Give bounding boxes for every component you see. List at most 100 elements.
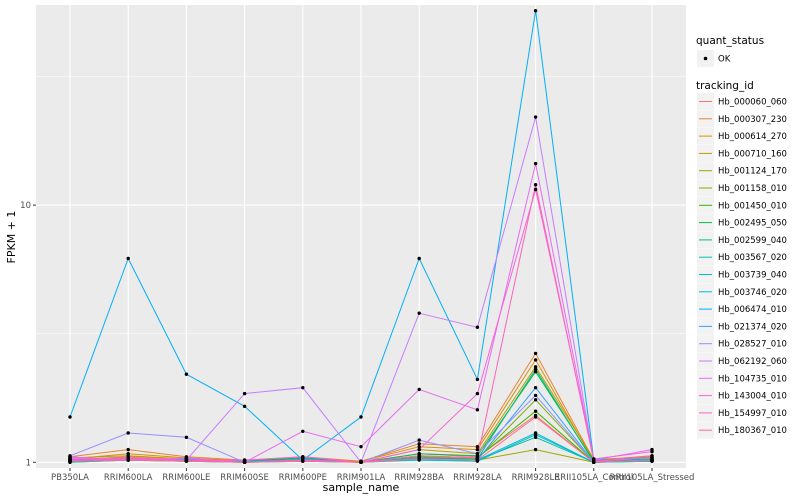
data-point	[475, 444, 480, 449]
data-point	[126, 431, 130, 435]
data-point	[533, 447, 538, 452]
data-point	[417, 256, 421, 261]
legend-tracking-id-label: Hb_154997_010	[718, 409, 787, 419]
legend-quant-status-label: OK	[718, 55, 731, 65]
data-point	[417, 387, 421, 392]
data-point	[533, 393, 538, 398]
data-point	[359, 444, 363, 449]
data-point	[68, 415, 72, 419]
legend-tracking-id-label: Hb_003746_020	[718, 288, 787, 298]
data-point	[417, 447, 421, 452]
data-point	[184, 459, 189, 463]
data-point	[301, 455, 305, 459]
data-point	[359, 415, 363, 419]
y-axis-title: FPKM + 1	[5, 211, 18, 264]
legend-tracking-id-label: Hb_002495_050	[718, 219, 787, 229]
x-tick-label: RRIM600PE	[279, 473, 327, 483]
data-point	[650, 454, 654, 458]
legend-tracking-id-label: Hb_143004_010	[718, 392, 787, 402]
data-point	[184, 372, 189, 376]
data-point	[301, 429, 305, 433]
data-point	[417, 457, 421, 461]
legend-tracking-id-label: Hb_002599_040	[718, 236, 787, 246]
data-point	[533, 161, 538, 166]
data-point	[301, 459, 305, 463]
y-axis: 1 10	[20, 201, 36, 468]
y-tick-label: 1	[26, 458, 31, 468]
data-point	[242, 391, 247, 396]
data-point	[126, 447, 130, 452]
data-point	[242, 460, 247, 464]
x-tick-label: RRIM600LA	[104, 473, 153, 483]
legend-tracking-id-label: Hb_104735_010	[718, 374, 787, 384]
data-point	[475, 408, 480, 412]
y-tick-label: 10	[20, 201, 31, 211]
data-point	[475, 377, 480, 382]
data-point	[475, 451, 480, 456]
series-points	[68, 9, 654, 464]
data-point	[126, 256, 130, 261]
data-point	[533, 358, 538, 362]
data-point	[359, 460, 363, 464]
x-tick-label: RRIM600LE	[162, 473, 210, 483]
data-point	[533, 431, 538, 435]
data-point	[417, 444, 421, 449]
data-point	[533, 365, 538, 369]
data-point	[475, 447, 480, 452]
data-point	[533, 435, 538, 440]
data-point	[533, 115, 538, 119]
legend-tracking-id-label: Hb_001158_010	[718, 184, 787, 194]
data-point	[301, 385, 305, 390]
legend-tracking-id-label: Hb_006474_010	[718, 305, 787, 315]
legend-tracking-id-label: Hb_001450_010	[718, 201, 787, 211]
legend-tracking-id-label: Hb_001124_170	[718, 167, 787, 177]
legend-tracking-id-label: Hb_000060_060	[718, 98, 787, 108]
data-point	[533, 398, 538, 402]
data-point	[533, 187, 538, 192]
data-point	[533, 9, 538, 13]
x-axis-title: sample_name	[323, 481, 400, 494]
data-point	[592, 460, 596, 464]
x-tick-label: RRIM928LA	[453, 473, 502, 483]
x-tick-label: RRIM600SE	[220, 473, 269, 483]
legend-tracking-id-label: Hb_180367_010	[718, 426, 787, 436]
legend-tracking-id-label: Hb_003567_020	[718, 253, 787, 263]
legend-tracking-id-label: Hb_062192_060	[718, 357, 787, 367]
x-tick-label: RRIM928LE	[512, 473, 560, 483]
data-point	[475, 391, 480, 396]
data-point	[417, 442, 421, 446]
legend-tracking-id-label: Hb_021374_020	[718, 322, 787, 332]
legend-quant-status-title: quant_status	[696, 35, 764, 47]
data-point	[184, 435, 189, 440]
x-axis: PB350LA RRIM600LA RRIM600LE RRIM600SE RRIM60…	[51, 468, 694, 483]
data-point	[475, 458, 480, 462]
data-point	[417, 311, 421, 315]
data-point	[533, 370, 538, 374]
legend-tracking-id-label: Hb_028527_010	[718, 340, 787, 350]
data-point	[417, 438, 421, 442]
legend-tracking-id-label: Hb_000710_160	[718, 149, 787, 159]
x-tick-label: RRIM901LA	[337, 473, 386, 483]
data-point	[650, 458, 654, 462]
legend-quant-status: quant_status OK	[696, 35, 764, 67]
data-point	[417, 454, 421, 458]
legend-key-point	[703, 56, 708, 61]
data-point	[533, 183, 538, 187]
data-point	[533, 367, 538, 371]
x-tick-label: PB350LA	[51, 473, 89, 483]
legend-tracking-id: tracking_id Hb_000060_060 Hb_000307_230 Hb…	[696, 80, 787, 439]
data-point	[650, 449, 654, 454]
x-tick-label: RRII105LA_Control	[554, 473, 633, 483]
data-point	[126, 458, 130, 462]
data-point	[475, 325, 480, 329]
x-tick-label: RRII105LA_Stressed	[610, 473, 695, 483]
data-point	[533, 415, 538, 419]
data-point	[533, 385, 538, 390]
x-tick-label: RRIM928BA	[394, 473, 444, 483]
data-point	[533, 351, 538, 356]
legend-tracking-id-label: Hb_003739_040	[718, 271, 787, 281]
legend-tracking-id-title: tracking_id	[696, 80, 754, 92]
legend-tracking-id-label: Hb_000614_270	[718, 132, 787, 142]
